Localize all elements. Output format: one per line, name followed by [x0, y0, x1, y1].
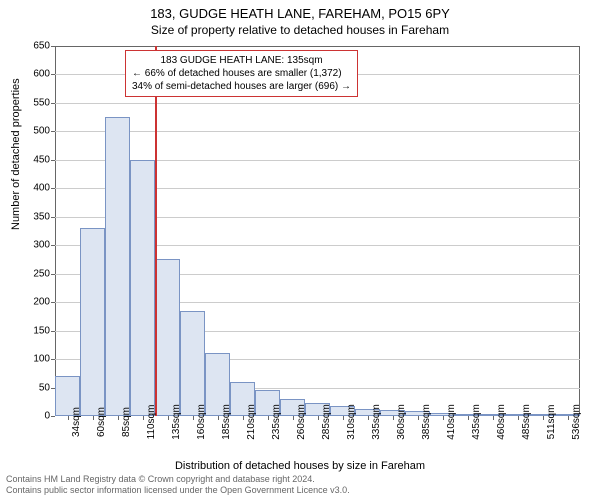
y-tick-label: 0	[20, 411, 50, 422]
x-tick-label: 536sqm	[571, 404, 582, 440]
x-tick-mark	[443, 416, 444, 420]
x-tick-mark	[418, 416, 419, 420]
annotation-line2: ← 66% of detached houses are smaller (1,…	[132, 67, 351, 80]
y-tick-label: 250	[20, 268, 50, 279]
y-tick-mark	[51, 74, 55, 75]
annotation-callout: 183 GUDGE HEATH LANE: 135sqm ← 66% of de…	[125, 50, 358, 97]
x-tick-label: 160sqm	[196, 404, 207, 440]
footer-line1: Contains HM Land Registry data © Crown c…	[6, 474, 350, 486]
x-tick-label: 310sqm	[346, 404, 357, 440]
y-tick-label: 400	[20, 183, 50, 194]
x-tick-mark	[368, 416, 369, 420]
x-tick-mark	[218, 416, 219, 420]
y-tick-label: 500	[20, 126, 50, 137]
x-tick-mark	[343, 416, 344, 420]
x-tick-label: 410sqm	[446, 404, 457, 440]
x-tick-label: 435sqm	[471, 404, 482, 440]
y-tick-label: 100	[20, 354, 50, 365]
x-tick-label: 460sqm	[496, 404, 507, 440]
y-tick-mark	[51, 131, 55, 132]
footer-line2: Contains public sector information licen…	[6, 485, 350, 497]
x-tick-mark	[493, 416, 494, 420]
y-tick-mark	[51, 331, 55, 332]
x-tick-label: 235sqm	[271, 404, 282, 440]
y-tick-label: 200	[20, 297, 50, 308]
x-tick-mark	[243, 416, 244, 420]
y-tick-label: 450	[20, 154, 50, 165]
x-tick-mark	[193, 416, 194, 420]
y-tick-label: 600	[20, 69, 50, 80]
y-tick-label: 300	[20, 240, 50, 251]
histogram-bar	[80, 228, 105, 416]
page-title: 183, GUDGE HEATH LANE, FAREHAM, PO15 6PY	[0, 0, 600, 21]
footer-attribution: Contains HM Land Registry data © Crown c…	[6, 474, 350, 497]
y-tick-label: 550	[20, 97, 50, 108]
histogram-bar	[180, 311, 205, 416]
x-tick-label: 34sqm	[71, 407, 82, 437]
y-tick-mark	[51, 188, 55, 189]
y-tick-label: 650	[20, 41, 50, 52]
x-tick-label: 110sqm	[146, 405, 157, 440]
x-tick-label: 335sqm	[371, 404, 382, 440]
x-tick-mark	[518, 416, 519, 420]
x-tick-label: 85sqm	[121, 407, 132, 437]
x-tick-mark	[93, 416, 94, 420]
x-tick-mark	[143, 416, 144, 420]
y-tick-mark	[51, 388, 55, 389]
y-tick-mark	[51, 103, 55, 104]
x-tick-label: 511sqm	[546, 405, 557, 440]
property-marker-line	[155, 46, 157, 416]
y-tick-mark	[51, 302, 55, 303]
x-tick-mark	[568, 416, 569, 420]
y-tick-mark	[51, 46, 55, 47]
y-tick-label: 50	[20, 382, 50, 393]
x-tick-label: 285sqm	[321, 404, 332, 440]
x-tick-label: 260sqm	[296, 404, 307, 440]
histogram-bar	[130, 160, 155, 416]
x-tick-mark	[543, 416, 544, 420]
histogram-bar	[105, 117, 130, 416]
y-tick-mark	[51, 245, 55, 246]
grid-line	[55, 103, 580, 104]
y-tick-mark	[51, 160, 55, 161]
x-tick-mark	[393, 416, 394, 420]
histogram-bar	[155, 259, 180, 416]
y-tick-mark	[51, 416, 55, 417]
x-tick-mark	[293, 416, 294, 420]
x-tick-mark	[168, 416, 169, 420]
y-tick-mark	[51, 217, 55, 218]
x-tick-label: 360sqm	[396, 404, 407, 440]
x-tick-mark	[468, 416, 469, 420]
x-tick-label: 60sqm	[96, 407, 107, 437]
annotation-line3: 34% of semi-detached houses are larger (…	[132, 80, 351, 93]
y-tick-label: 150	[20, 325, 50, 336]
x-tick-label: 210sqm	[246, 404, 257, 440]
chart-plot-area: 050100150200250300350400450500550600650 …	[55, 46, 580, 416]
x-tick-label: 185sqm	[221, 404, 232, 440]
x-axis-label: Distribution of detached houses by size …	[0, 460, 600, 472]
y-tick-label: 350	[20, 211, 50, 222]
page-subtitle: Size of property relative to detached ho…	[0, 21, 600, 37]
x-tick-label: 135sqm	[171, 404, 182, 440]
annotation-line1: 183 GUDGE HEATH LANE: 135sqm	[132, 54, 351, 67]
x-tick-label: 485sqm	[521, 404, 532, 440]
y-tick-mark	[51, 359, 55, 360]
x-tick-label: 385sqm	[421, 404, 432, 440]
grid-line	[55, 131, 580, 132]
y-tick-mark	[51, 274, 55, 275]
x-tick-mark	[118, 416, 119, 420]
x-tick-mark	[268, 416, 269, 420]
x-tick-mark	[68, 416, 69, 420]
x-tick-mark	[318, 416, 319, 420]
